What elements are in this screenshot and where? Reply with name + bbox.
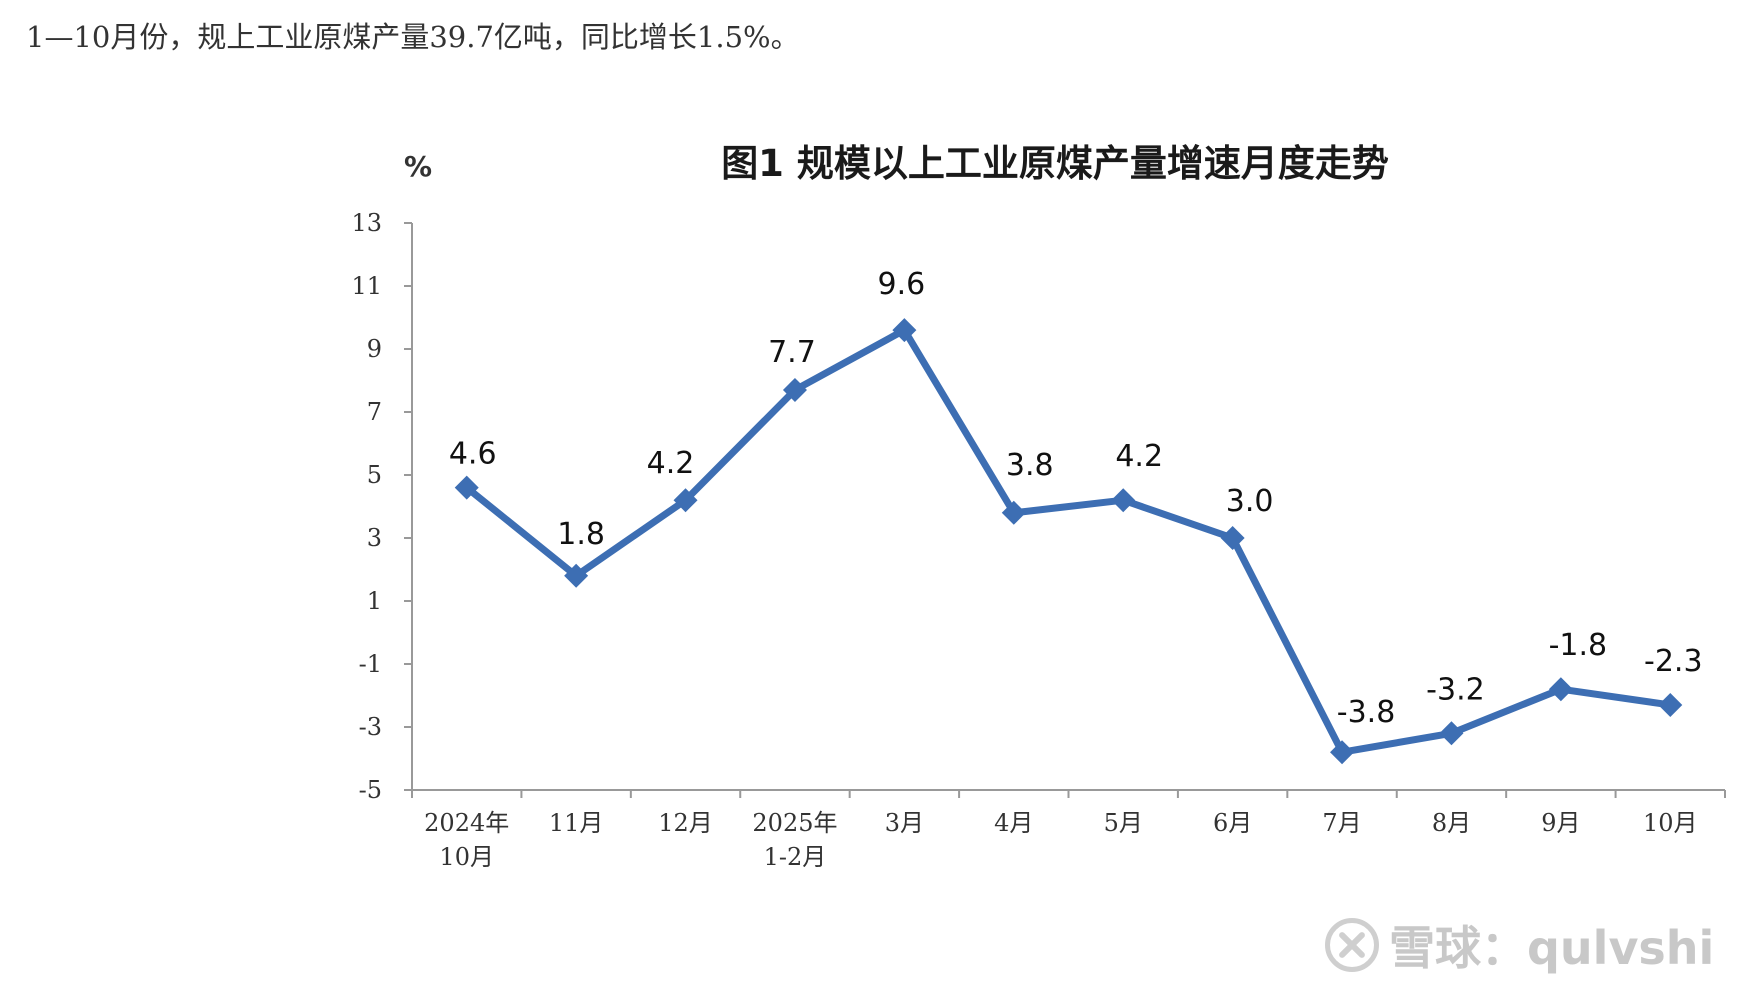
series-line (463, 326, 1674, 756)
data-label: -3.2 (1426, 672, 1485, 707)
data-point-marker (454, 475, 479, 500)
y-tick-label: 9 (367, 335, 382, 363)
data-label: 9.6 (878, 267, 926, 302)
y-tick-label: -5 (359, 776, 382, 804)
data-point-marker (1548, 677, 1573, 702)
x-tick-label: 2024年 (424, 809, 509, 837)
intro-text: 1—10月份，规上工业原煤产量39.7亿吨，同比增长1.5%。 (26, 20, 800, 54)
chart-data-labels: 4.6 1.8 4.2 7.7 9.6 3.8 4.2 3.0 -3.8 -3.2 -1.8 -2.3 (449, 267, 1703, 730)
data-label: -2.3 (1644, 644, 1703, 679)
data-label: 3.0 (1226, 484, 1274, 519)
y-tick-label: -1 (359, 650, 382, 678)
data-point-marker (782, 377, 807, 402)
y-axis-unit: % (404, 150, 432, 183)
x-tick-label: 1-2月 (764, 843, 827, 871)
data-label: -3.8 (1337, 695, 1396, 730)
data-label: 4.2 (1115, 439, 1163, 474)
data-point-marker (1658, 692, 1683, 717)
data-point-marker (564, 563, 589, 588)
watermark: 雪球：qulvshi (1325, 912, 1714, 978)
data-label: 4.2 (647, 446, 695, 481)
x-tick-label: 9月 (1541, 809, 1580, 837)
x-tick-label: 7月 (1322, 809, 1361, 837)
watermark-text: 雪球：qulvshi (1389, 921, 1715, 975)
data-point-marker (673, 488, 698, 513)
x-tick-label: 12月 (658, 809, 713, 837)
x-tick-label: 2025年 (752, 809, 837, 837)
x-tick-label: 4月 (994, 809, 1033, 837)
data-label: 3.8 (1006, 448, 1054, 483)
y-tick-label: 3 (367, 524, 382, 552)
data-point-marker (1439, 721, 1464, 746)
y-tick-label: -3 (359, 713, 382, 741)
data-point-marker (1001, 500, 1026, 525)
x-tick-label: 10月 (1643, 809, 1698, 837)
data-point-marker (892, 318, 917, 343)
data-point-marker (1111, 488, 1136, 513)
y-tick-label: 7 (367, 398, 382, 426)
snowball-logo-icon (1325, 918, 1379, 972)
data-label: 7.7 (768, 335, 816, 370)
y-tick-label: 11 (351, 272, 382, 300)
x-tick-label: 3月 (885, 809, 924, 837)
data-label: 1.8 (557, 517, 605, 552)
x-tick-label: 10月 (439, 843, 494, 871)
data-point-marker (1220, 526, 1245, 550)
chart-title: 图1 规模以上工业原煤产量增速月度走势 (721, 142, 1389, 185)
chart-axes: 13 11 9 7 5 3 1 -1 -3 -5 2024年 10月 11月 12月 2025年 1-2月 3月… (351, 209, 1726, 871)
x-tick-label: 5月 (1104, 809, 1143, 837)
x-tick-label: 11月 (549, 809, 604, 837)
chart-series (454, 318, 1683, 765)
y-tick-label: 1 (367, 587, 382, 615)
y-tick-label: 13 (351, 209, 382, 237)
data-label: -1.8 (1549, 628, 1608, 663)
x-tick-label: 8月 (1432, 809, 1471, 837)
y-tick-label: 5 (367, 461, 382, 489)
data-point-marker (1330, 740, 1355, 765)
data-label: 4.6 (449, 437, 497, 472)
x-tick-label: 6月 (1213, 809, 1252, 837)
